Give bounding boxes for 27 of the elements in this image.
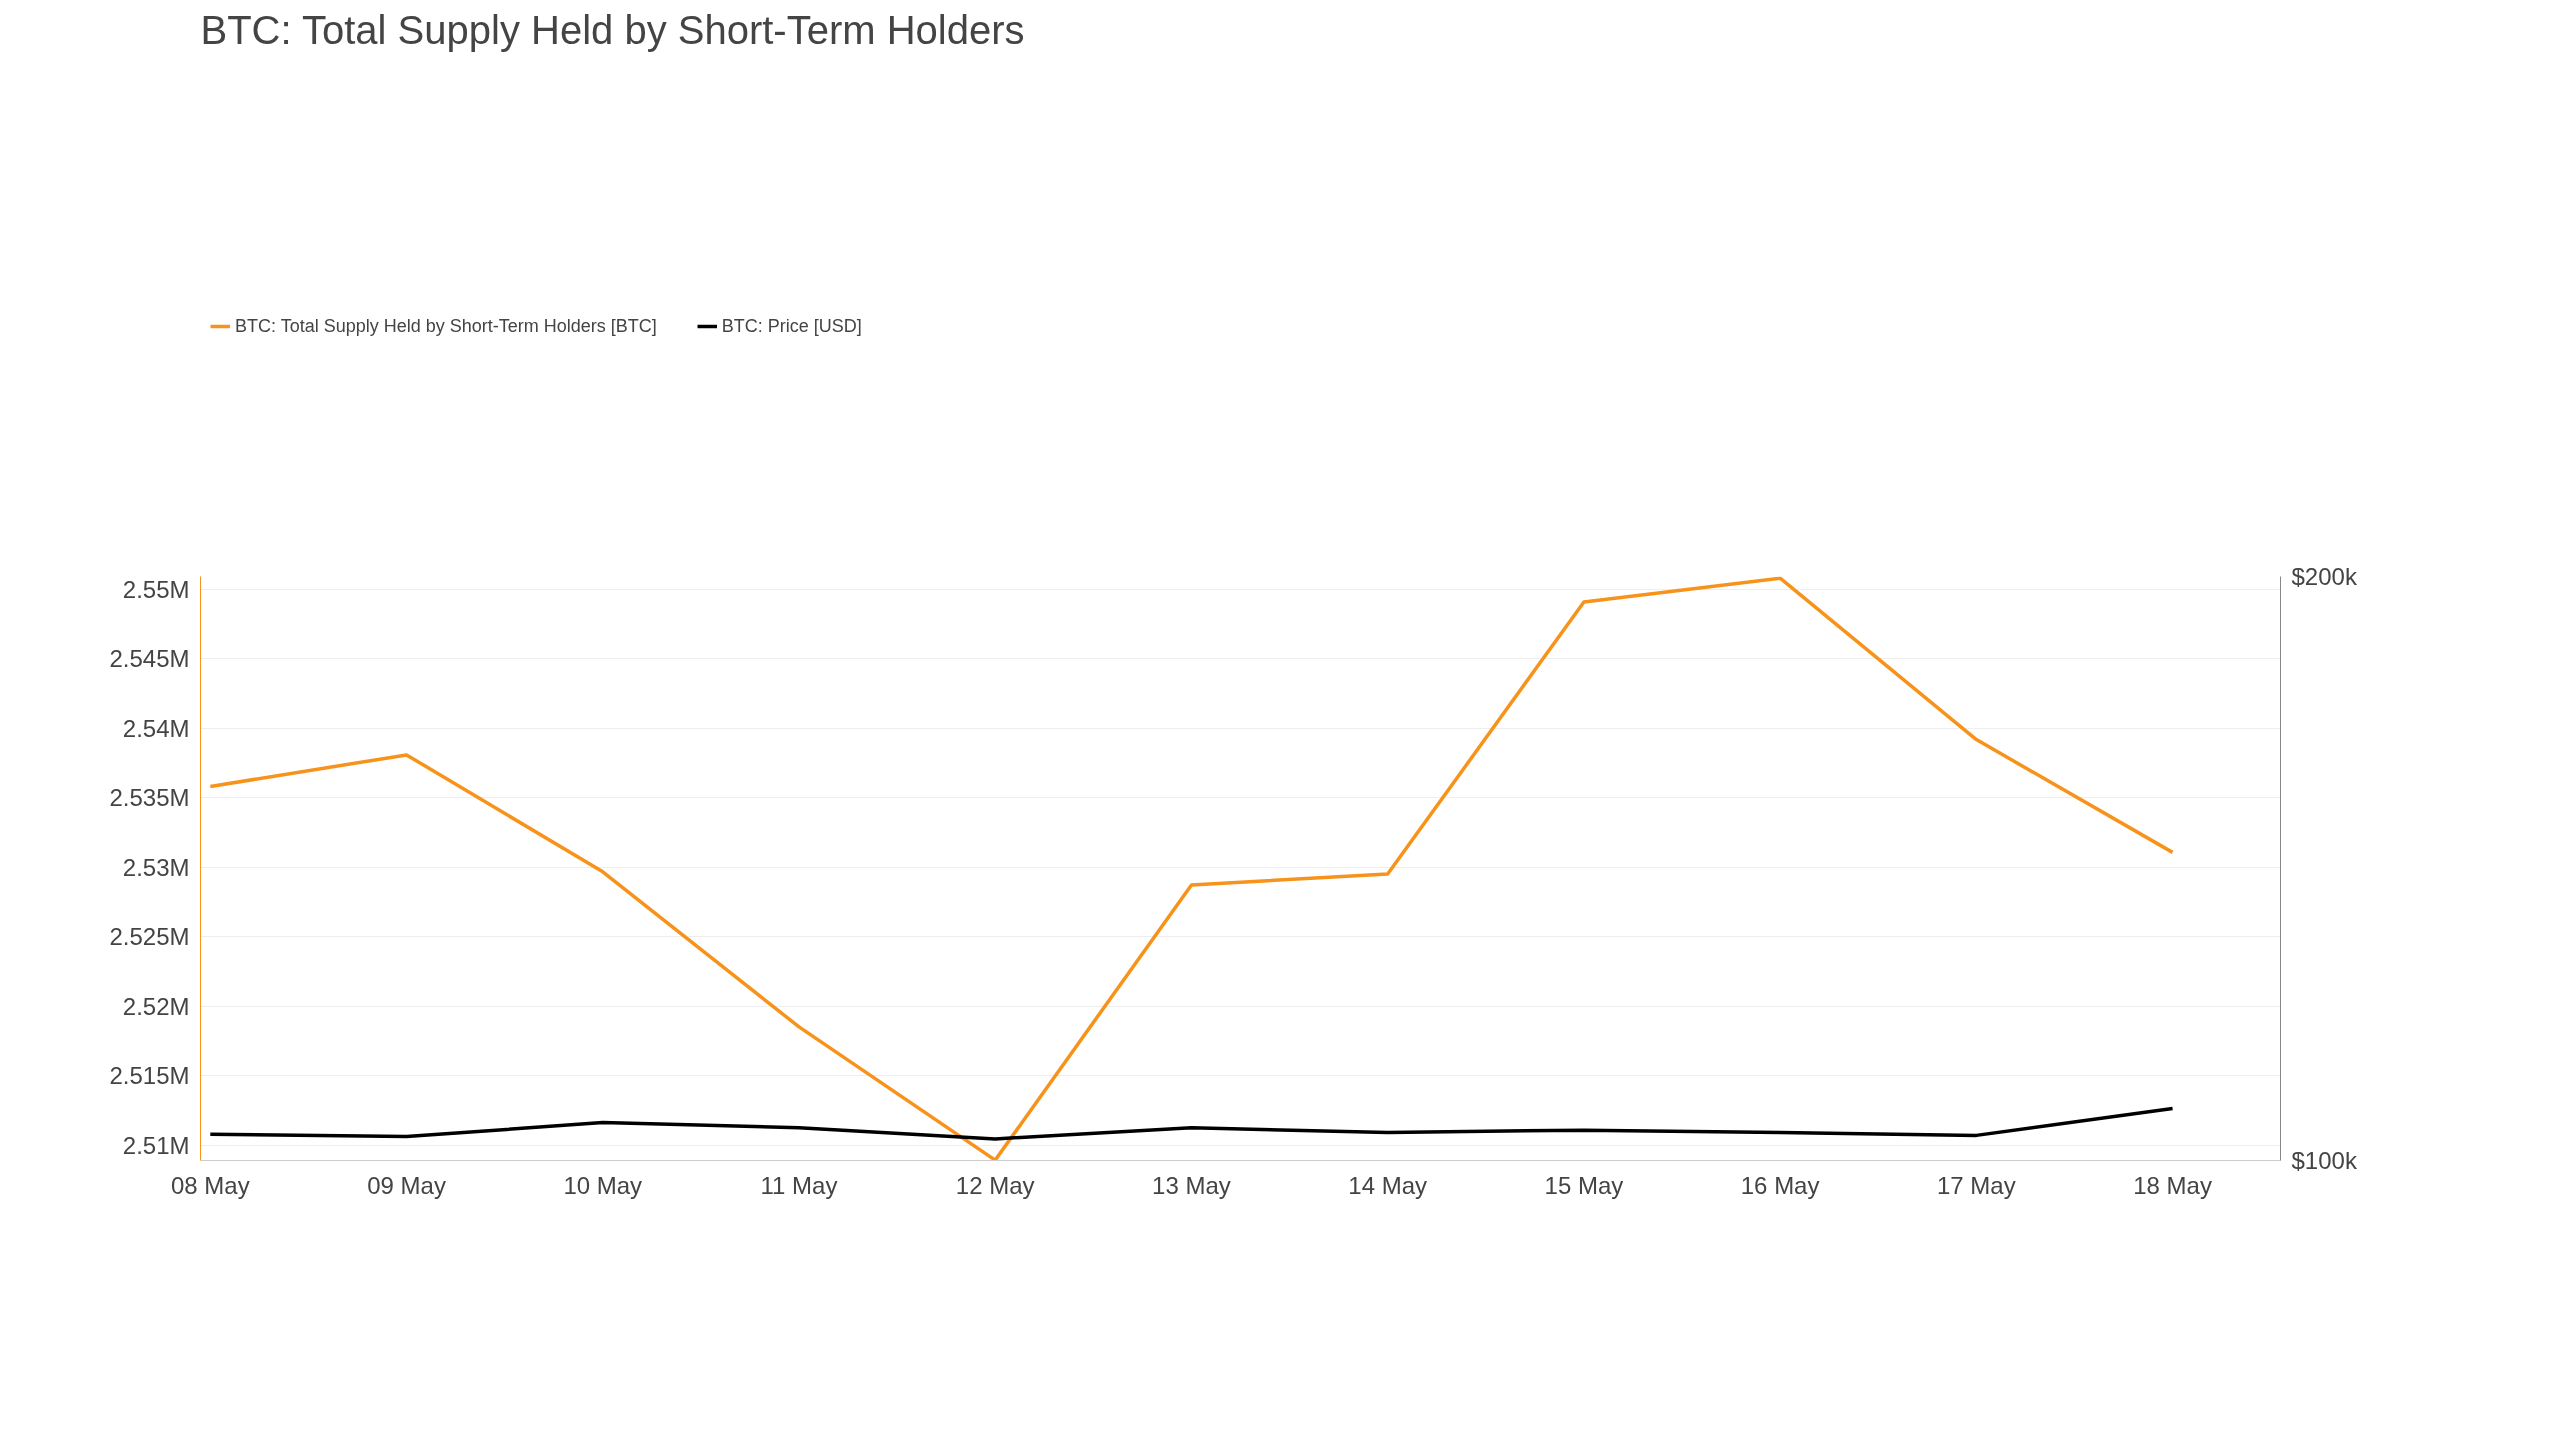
y-tick-label: 2.52M (122, 992, 190, 1020)
y-tick-label: 2.525M (109, 923, 190, 951)
x-tick-label: 13 May (1152, 1171, 1231, 1199)
x-tick-label: 18 May (2133, 1171, 2212, 1199)
x-tick-label: 16 May (1740, 1171, 1820, 1199)
chart-title: BTC: Total Supply Held by Short-Term Holders (200, 7, 1025, 52)
x-tick-label: 15 May (1544, 1171, 1624, 1199)
y-tick-label: 2.535M (109, 784, 190, 812)
line-series (208, 1106, 2175, 1141)
legend-label: BTC: Price [USD] (721, 315, 862, 337)
x-tick-label: 08 May (170, 1171, 250, 1199)
x-tick-label: 10 May (563, 1171, 643, 1199)
x-tick-label: 14 May (1348, 1171, 1428, 1199)
y2-tick-label: $100k (2291, 1147, 2358, 1174)
x-tick-label: 09 May (367, 1171, 446, 1199)
y-tick-label: 2.53M (122, 853, 190, 881)
y-tick-label: 2.51M (122, 1131, 190, 1159)
y-tick-label: 2.515M (109, 1062, 190, 1090)
y-tick-label: 2.54M (122, 714, 190, 742)
line-series (208, 576, 2175, 1161)
y-tick-label: 2.545M (109, 645, 190, 673)
y2-tick-label: $200k (2291, 563, 2358, 590)
x-tick-label: 12 May (955, 1171, 1035, 1199)
x-tick-label: 17 May (1937, 1171, 2016, 1199)
legend-label: BTC: Total Supply Held by Short-Term Holders [BTC] (235, 315, 657, 337)
x-tick-label: 11 May (760, 1171, 838, 1199)
y-tick-label: 2.55M (122, 575, 190, 603)
